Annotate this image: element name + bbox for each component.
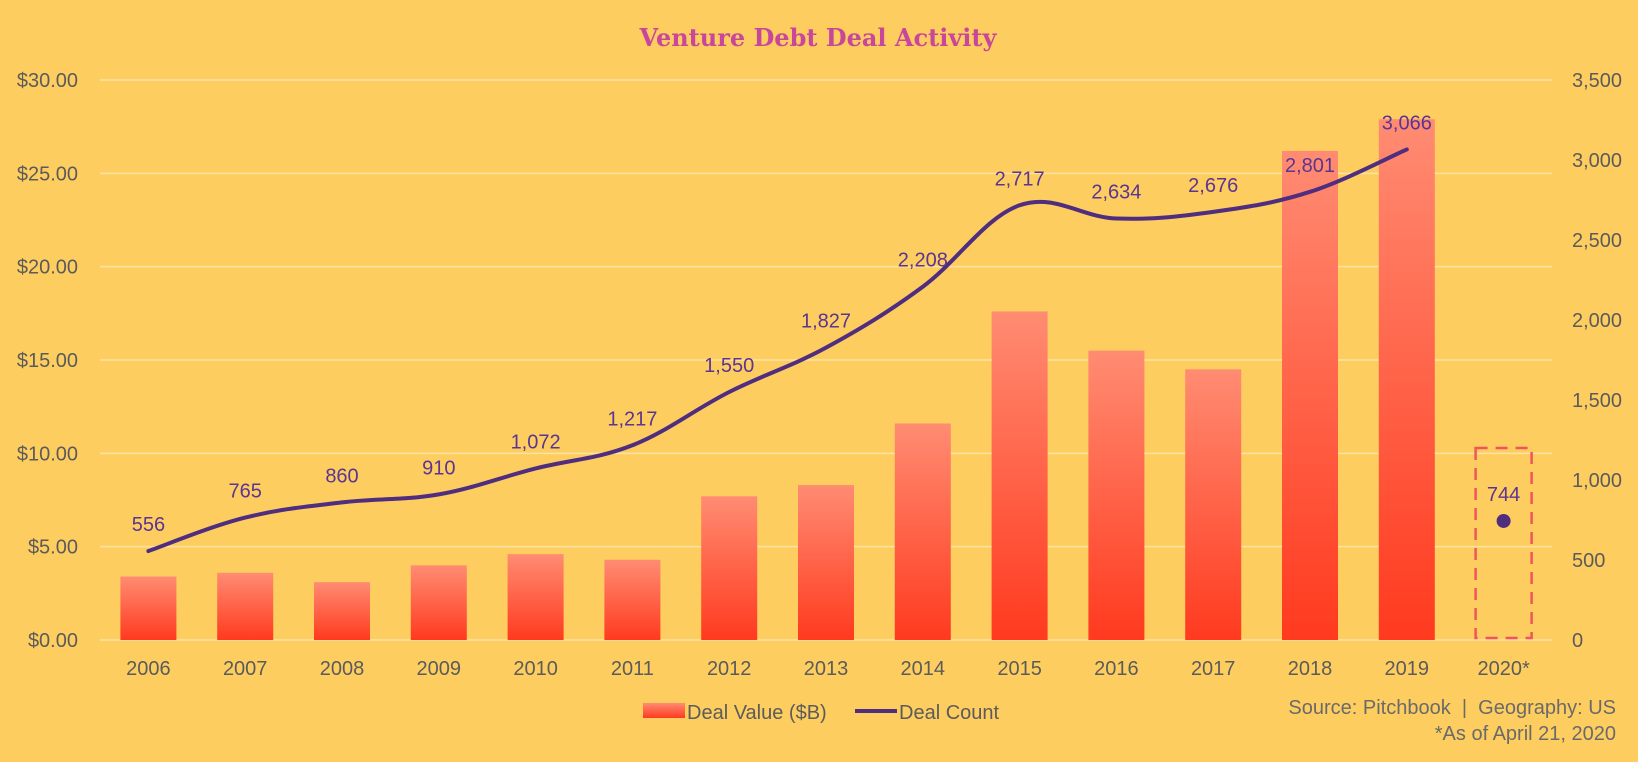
x-axis-tick-label: 2012 bbox=[707, 658, 752, 680]
deal-value-bar bbox=[1185, 369, 1242, 640]
deal-count-data-label: 556 bbox=[132, 514, 165, 536]
x-axis-tick-label: 2009 bbox=[417, 658, 462, 680]
deal-count-data-label: 860 bbox=[325, 465, 358, 487]
left-axis-tick-label: $30.00 bbox=[17, 70, 78, 92]
deal-count-data-label: 2,801 bbox=[1285, 155, 1335, 177]
legend-bar-swatch bbox=[643, 703, 685, 718]
deal-value-bar bbox=[410, 565, 467, 640]
right-axis-tick-label: 500 bbox=[1572, 550, 1605, 572]
x-axis-tick-label: 2010 bbox=[513, 658, 558, 680]
left-axis-tick-label: $25.00 bbox=[17, 163, 78, 185]
partial-year-highlight-box bbox=[1474, 446, 1533, 640]
right-axis-tick-label: 0 bbox=[1572, 630, 1583, 652]
deal-value-bar bbox=[120, 576, 177, 640]
x-axis-tick-label: 2011 bbox=[611, 658, 654, 680]
deal-value-bar bbox=[217, 572, 274, 640]
deal-value-bar bbox=[798, 485, 854, 640]
deal-count-data-label: 765 bbox=[229, 481, 262, 503]
right-axis-tick-label: 2,000 bbox=[1572, 310, 1622, 332]
left-axis-tick-label: $10.00 bbox=[17, 443, 78, 465]
deal-value-bar bbox=[701, 496, 758, 640]
deal-value-bar bbox=[604, 559, 661, 640]
deal-count-data-label: 1,072 bbox=[511, 431, 561, 453]
deal-value-bar bbox=[1378, 119, 1435, 640]
x-axis-tick-label: 2006 bbox=[126, 658, 171, 680]
x-axis-tick-label: 2013 bbox=[804, 658, 849, 680]
deal-count-data-label: 1,217 bbox=[607, 408, 657, 430]
x-axis-tick-label: 2014 bbox=[901, 658, 946, 680]
deal-value-bar bbox=[991, 311, 1048, 640]
deal-count-data-label: 2,717 bbox=[995, 168, 1045, 190]
deal-value-bar bbox=[507, 554, 564, 640]
chart-title: Venture Debt Deal Activity bbox=[639, 23, 998, 52]
right-axis-tick-label: 2,500 bbox=[1572, 230, 1622, 252]
deal-value-bar bbox=[314, 582, 370, 640]
x-axis-tick-label: 2016 bbox=[1094, 658, 1139, 680]
x-axis-tick-label: 2018 bbox=[1288, 658, 1333, 680]
left-axis-tick-label: $5.00 bbox=[28, 537, 78, 559]
x-axis-tick-label: 2019 bbox=[1385, 658, 1430, 680]
deal-count-data-label: 3,066 bbox=[1382, 112, 1432, 134]
left-axis-tick-label: $15.00 bbox=[17, 350, 78, 372]
x-axis-tick-label: 2007 bbox=[223, 658, 268, 680]
deal-count-data-label: 1,550 bbox=[704, 355, 754, 377]
deal-count-line bbox=[146, 147, 1409, 554]
deal-count-data-label: 1,827 bbox=[801, 311, 851, 333]
legend: Deal Value ($B) Deal Count bbox=[643, 702, 1000, 724]
source-note: Source: Pitchbook | Geography: US bbox=[1288, 697, 1616, 719]
legend-item-deal-count: Deal Count bbox=[899, 702, 1000, 724]
right-axis-tick-label: 3,000 bbox=[1572, 150, 1622, 172]
deal-value-bar bbox=[1088, 350, 1145, 640]
right-axis-tick-label: 1,000 bbox=[1572, 470, 1622, 492]
left-axis-tick-label: $20.00 bbox=[17, 257, 78, 279]
right-axis-tick-label: 3,500 bbox=[1572, 70, 1622, 92]
deal-count-data-label: 2,676 bbox=[1188, 175, 1238, 197]
x-axis-tick-label: 2020* bbox=[1477, 658, 1529, 680]
deal-count-data-label: 910 bbox=[422, 457, 455, 479]
deal-count-data-label: 2,634 bbox=[1091, 182, 1141, 204]
deal-count-data-label: 744 bbox=[1487, 484, 1520, 506]
left-axis-tick-label: $0.00 bbox=[28, 630, 78, 652]
deal-value-bar bbox=[894, 423, 951, 640]
x-axis-tick-label: 2008 bbox=[320, 658, 365, 680]
x-axis-tick-label: 2015 bbox=[997, 658, 1042, 680]
x-axis-tick-label: 2017 bbox=[1191, 658, 1236, 680]
right-axis-tick-label: 1,500 bbox=[1572, 390, 1622, 412]
deal-count-point-2020 bbox=[1496, 513, 1511, 528]
footnote: *As of April 21, 2020 bbox=[1435, 723, 1616, 745]
deal-count-data-label: 2,208 bbox=[898, 250, 948, 272]
legend-item-deal-value: Deal Value ($B) bbox=[687, 702, 827, 724]
deal-value-bar bbox=[1282, 150, 1338, 640]
